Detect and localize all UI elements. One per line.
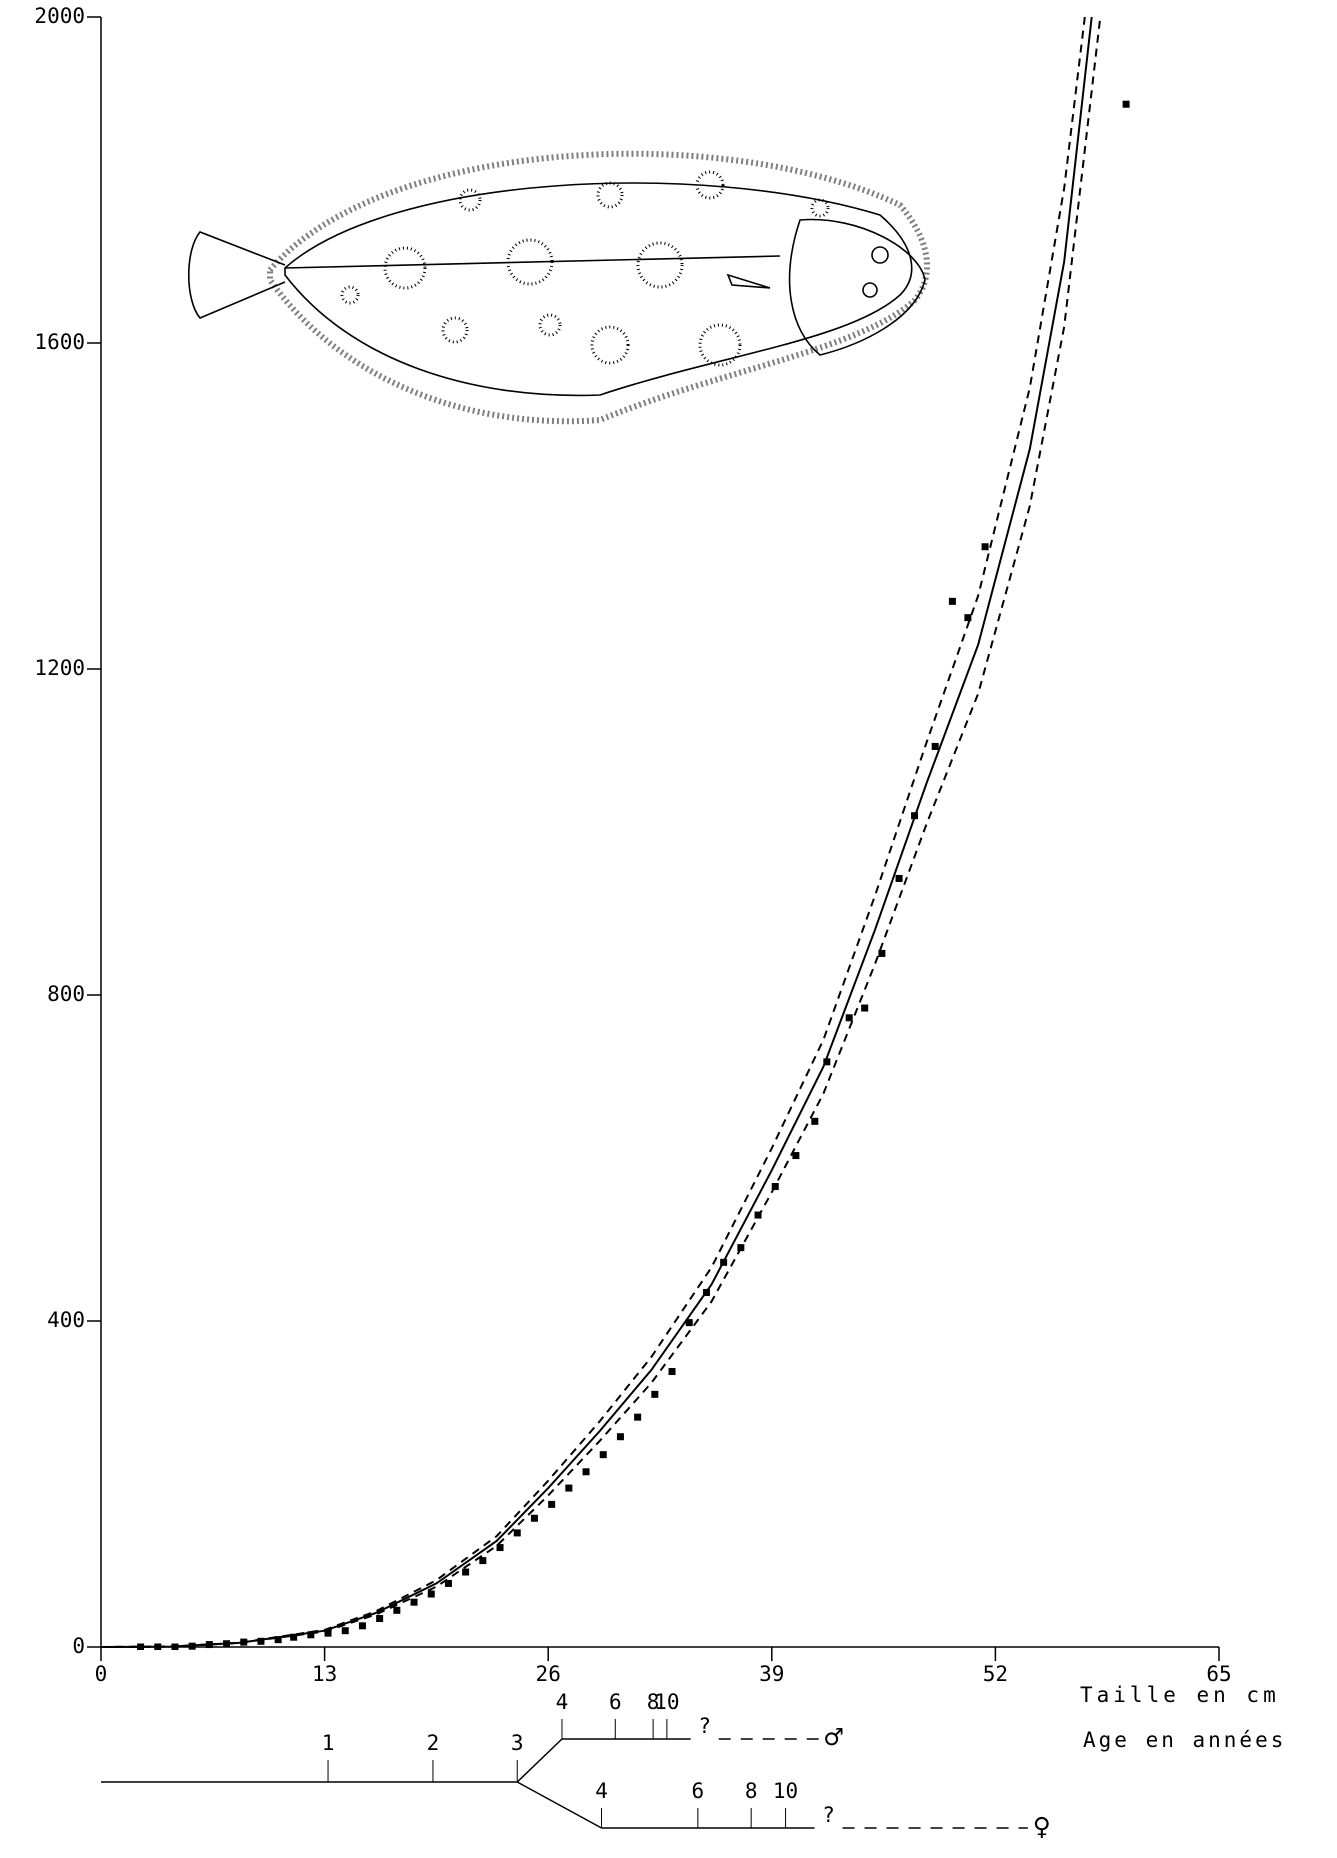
data-point [685, 1319, 693, 1327]
sex-symbol: ♀ [1033, 1810, 1051, 1845]
data-point [861, 1004, 869, 1012]
data-point [513, 1529, 521, 1537]
data-point [737, 1244, 745, 1252]
fish-illustration [187, 150, 930, 425]
data-point [895, 874, 903, 882]
data-point [462, 1568, 470, 1576]
age-label: ? [698, 1714, 711, 1738]
data-point [878, 949, 886, 957]
age-line [516, 1738, 563, 1783]
x-tick-label: 0 [95, 1662, 108, 1686]
fit-curve [101, 16, 1093, 1648]
data-point [720, 1258, 728, 1266]
data-point [634, 1413, 642, 1421]
age-label: ? [822, 1803, 835, 1827]
sex-symbol: ♂ [825, 1721, 843, 1756]
data-point [1122, 100, 1130, 108]
data-point [530, 1514, 538, 1522]
data-point [792, 1152, 800, 1160]
data-point [393, 1606, 401, 1614]
y-tick-label: 1200 [34, 656, 85, 680]
data-point [188, 1642, 196, 1650]
age-label: 6 [609, 1690, 622, 1714]
data-point [702, 1288, 710, 1296]
data-point [948, 597, 956, 605]
data-point [582, 1468, 590, 1476]
y-tick-label: 2000 [34, 4, 85, 28]
data-point [223, 1640, 231, 1648]
x-tick-label: 39 [759, 1662, 784, 1686]
data-point [171, 1643, 179, 1650]
data-point [257, 1637, 265, 1645]
x-tick-label: 65 [1206, 1662, 1231, 1686]
data-point [964, 614, 972, 622]
age-label: 3 [511, 1731, 524, 1755]
age-label: 10 [773, 1779, 798, 1803]
age-label: 2 [427, 1731, 440, 1755]
data-point [496, 1544, 504, 1552]
fit-curve [101, 16, 1086, 1648]
data-point [137, 1643, 145, 1650]
data-point [341, 1627, 349, 1635]
data-point [565, 1484, 573, 1492]
plot-area [101, 16, 1130, 1650]
age-label: 6 [692, 1779, 705, 1803]
data-point [205, 1641, 213, 1649]
age-label: 8 [647, 1690, 660, 1714]
fit-curve [101, 16, 1102, 1648]
x-tick-label: 26 [536, 1662, 561, 1686]
x-tick-label: 13 [312, 1662, 337, 1686]
y-tick-label: 800 [47, 982, 85, 1006]
age-line [516, 1781, 602, 1829]
y-tick-label: 1600 [34, 330, 85, 354]
data-point [240, 1638, 248, 1646]
age-label: 1 [322, 1731, 335, 1755]
age-label: 4 [595, 1779, 608, 1803]
x-axis-label: Taille en cm [1080, 1683, 1280, 1707]
y-tick-label: 0 [72, 1634, 85, 1658]
data-point [823, 1058, 831, 1066]
age-label: 10 [654, 1690, 679, 1714]
data-point [479, 1557, 487, 1565]
data-point [668, 1368, 676, 1376]
data-point [599, 1451, 607, 1459]
data-point [274, 1636, 282, 1644]
data-point [754, 1211, 762, 1219]
data-point [410, 1598, 418, 1606]
data-point [324, 1629, 332, 1637]
data-point [811, 1117, 819, 1125]
data-point [931, 742, 939, 750]
data-point [651, 1390, 659, 1398]
data-point [358, 1622, 366, 1630]
data-point [290, 1633, 298, 1641]
data-point [981, 543, 989, 551]
age-label: 4 [556, 1690, 569, 1714]
data-point [616, 1433, 624, 1441]
data-point [548, 1500, 556, 1508]
age-title: Age en années [1083, 1728, 1286, 1752]
data-point [444, 1579, 452, 1587]
age-label: 8 [745, 1779, 758, 1803]
data-point [307, 1631, 315, 1639]
data-point [154, 1643, 162, 1650]
data-point [427, 1590, 435, 1598]
data-point [911, 812, 919, 820]
data-point [845, 1014, 853, 1022]
x-tick-label: 52 [983, 1662, 1008, 1686]
y-tick-label: 400 [47, 1308, 85, 1332]
data-point [376, 1614, 384, 1622]
data-point [771, 1183, 779, 1191]
